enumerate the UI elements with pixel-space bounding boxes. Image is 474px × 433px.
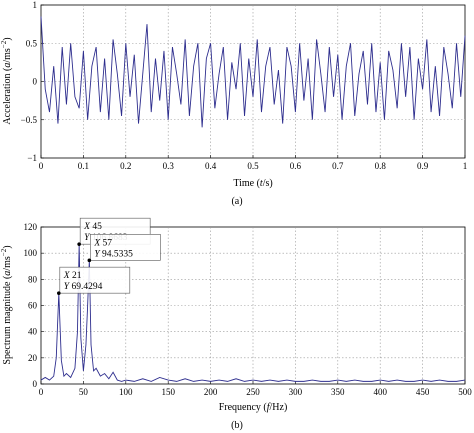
chart-a-x-tick-label: 1: [463, 161, 468, 171]
chart-b-x-label: Frequency (f/Hz): [219, 402, 288, 413]
chart-a-x-tick-label: 0.5: [247, 161, 259, 171]
chart-a-x-tick-label: 0.8: [375, 161, 387, 171]
chart-a-x-tick-label: 0.2: [120, 161, 131, 171]
chart-b-x-tick-label: 100: [119, 387, 133, 397]
chart-a-x-tick-label: 0.1: [78, 161, 89, 171]
chart-b-y-tick-label: 100: [24, 248, 38, 258]
chart-b-datatip-marker: [77, 242, 81, 246]
chart-b-x-tick-label: 250: [246, 387, 260, 397]
chart-a-x-ticks: 0 0.1 0.2 0.3 0.4 0.5 0.6 0.7 0.8 0.9 1: [39, 155, 468, 171]
chart-b-x-tick-label: 50: [79, 387, 89, 397]
chart-b-y-tick-label: 60: [28, 301, 38, 311]
chart-a-x-tick-label: 0.9: [417, 161, 429, 171]
chart-b-x-tick-label: 150: [161, 387, 175, 397]
chart-a-y-ticks: −1 −0.5 0 0.5 1: [21, 0, 44, 163]
chart-b-x-tick-label: 350: [331, 387, 345, 397]
chart-b-datatip-x: X 21: [63, 271, 82, 281]
chart-b-datatip: X 21Y 69.4294: [57, 266, 131, 295]
chart-b-datatip: X 57Y 94.5335: [87, 234, 161, 263]
chart-a-x-tick-label: 0: [39, 161, 44, 171]
chart-a-y-tick-label: 1: [33, 0, 38, 10]
chart-a-caption: (a): [231, 196, 242, 207]
chart-b-datatip-marker: [87, 258, 92, 263]
chart-a-x-label: Time (t/s): [233, 178, 272, 189]
chart-b-y-tick-label: 80: [28, 274, 38, 284]
chart-b-datatip-box: [59, 266, 131, 294]
chart-a-x-tick-label: 0.4: [205, 161, 217, 171]
chart-b-y-tick-label: 40: [28, 327, 38, 337]
chart-a-y-tick-label: −0.5: [21, 115, 38, 125]
chart-b: 0 50 100 150 200 250 300 350 400 450 500 0 20 40 60 80…: [0, 217, 472, 431]
chart-b-x-tick-label: 0: [39, 387, 44, 397]
chart-a-series-line: [40, 16, 466, 128]
chart-b-y-tick-label: 120: [24, 222, 38, 232]
chart-b-y-ticks: 0 20 40 60 80 100 120: [24, 222, 44, 389]
chart-b-x-tick-label: 500: [458, 387, 472, 397]
chart-b-datatip-marker: [57, 291, 61, 295]
chart-b-x-tick-label: 400: [373, 387, 387, 397]
chart-b-datatip-box: [90, 234, 161, 261]
chart-b-y-tick-label: 0: [33, 379, 38, 389]
chart-b-x-ticks: 0 50 100 150 200 250 300 350 400 450 500: [39, 381, 472, 397]
chart-b-y-label: Spectrum magnitude (a/ms−2): [0, 245, 13, 364]
chart-a-x-tick-label: 0.6: [290, 161, 302, 171]
chart-b-datatip-y: Y 94.5335: [94, 249, 133, 259]
chart-b-x-tick-label: 450: [416, 387, 430, 397]
chart-a-y-tick-label: 0.5: [26, 38, 38, 48]
chart-b-series-line: [40, 244, 466, 382]
chart-b-datatip-x: X 57: [93, 238, 112, 248]
chart-b-datatip-x: X 45: [83, 222, 102, 232]
chart-b-caption: (b): [231, 420, 243, 431]
chart-a-y-tick-label: −1: [27, 153, 37, 163]
chart-a-x-tick-label: 0.7: [332, 161, 344, 171]
chart-b-datatip-y: Y 69.4294: [64, 282, 103, 292]
chart-a-grid: [41, 5, 465, 158]
chart-b-y-tick-label: 20: [28, 353, 38, 363]
chart-a: 0 0.1 0.2 0.3 0.4 0.5 0.6 0.7 0.8 0.9 1 −1 −0.5 0 0.5…: [0, 0, 467, 207]
chart-a-y-tick-label: 0: [33, 77, 38, 87]
chart-b-x-tick-label: 200: [204, 387, 218, 397]
chart-a-y-label: Acceleration (a/ms−2): [0, 37, 13, 124]
chart-b-x-tick-label: 300: [289, 387, 303, 397]
chart-a-x-tick-label: 0.3: [163, 161, 175, 171]
